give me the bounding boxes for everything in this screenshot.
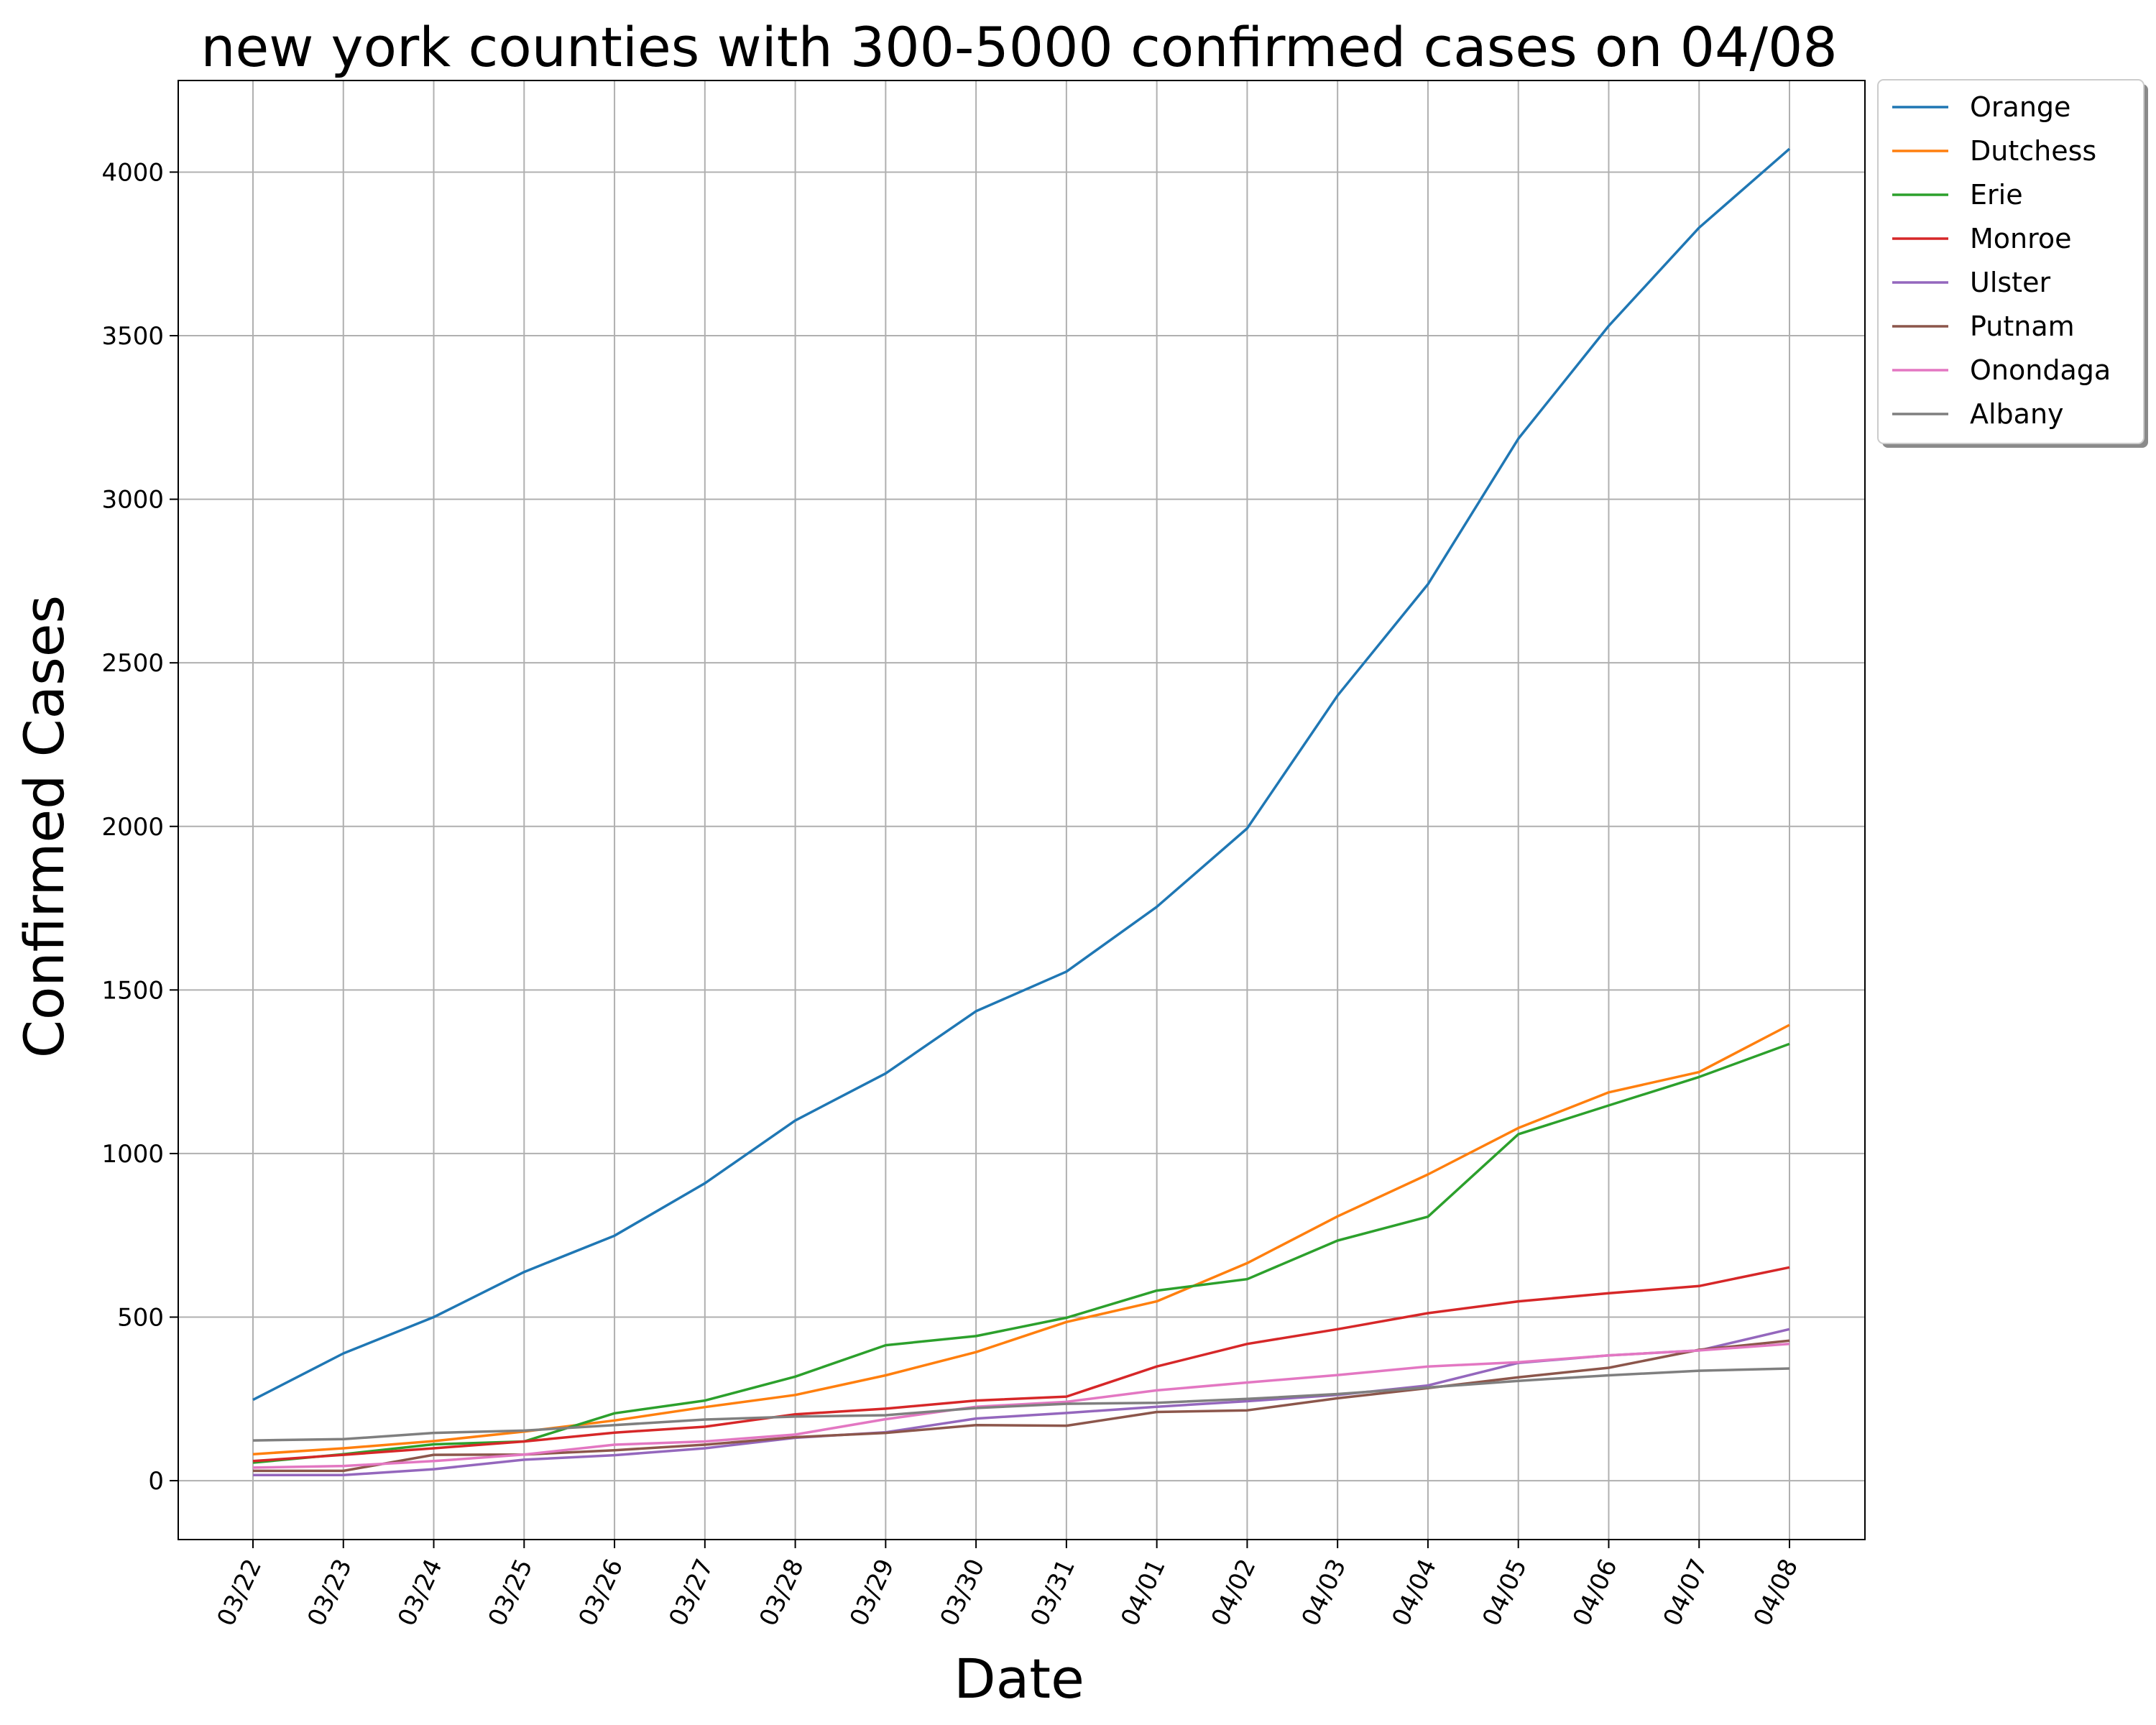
series-line-albany — [252, 1367, 1790, 1442]
y-tick-label: 2500 — [101, 649, 164, 678]
legend-box — [1877, 79, 2145, 444]
legend-label: Ulster — [1970, 267, 2050, 298]
legend-label: Onondaga — [1970, 354, 2111, 386]
legend-label: Albany — [1970, 398, 2064, 430]
legend-label: Putnam — [1970, 310, 2075, 342]
series-line-dutchess — [252, 1024, 1790, 1455]
chart-title: new york counties with 300-5000 confirme… — [201, 15, 1837, 79]
y-tick-label: 2000 — [101, 813, 164, 842]
y-tick-label: 1000 — [101, 1140, 164, 1169]
y-tick-label: 0 — [148, 1467, 164, 1496]
series-line-orange — [252, 147, 1791, 1402]
legend-label: Dutchess — [1970, 135, 2096, 167]
y-tick-label: 3000 — [101, 486, 164, 515]
x-axis-title: Date — [954, 1647, 1084, 1711]
series-line-onondaga — [252, 1343, 1790, 1469]
legend-label: Orange — [1970, 91, 2070, 123]
y-tick-label: 4000 — [101, 158, 164, 187]
y-axis: 0 500 1000 1500 2000 2500 3000 3500 4000 — [101, 158, 178, 1496]
legend-label: Monroe — [1970, 223, 2072, 254]
plot-frame — [178, 80, 1866, 1540]
legend-label: Erie — [1970, 179, 2023, 211]
series-line-monroe — [252, 1266, 1790, 1463]
y-tick-label: 500 — [117, 1303, 164, 1332]
series-lines — [252, 147, 1791, 1477]
legend: Orange Dutchess Erie Monroe Ulster Putnam Onon… — [1877, 79, 2148, 448]
y-axis-title: Confirmed Cases — [12, 595, 76, 1058]
y-tick-label: 3500 — [101, 322, 164, 351]
y-tick-label: 1500 — [101, 976, 164, 1005]
